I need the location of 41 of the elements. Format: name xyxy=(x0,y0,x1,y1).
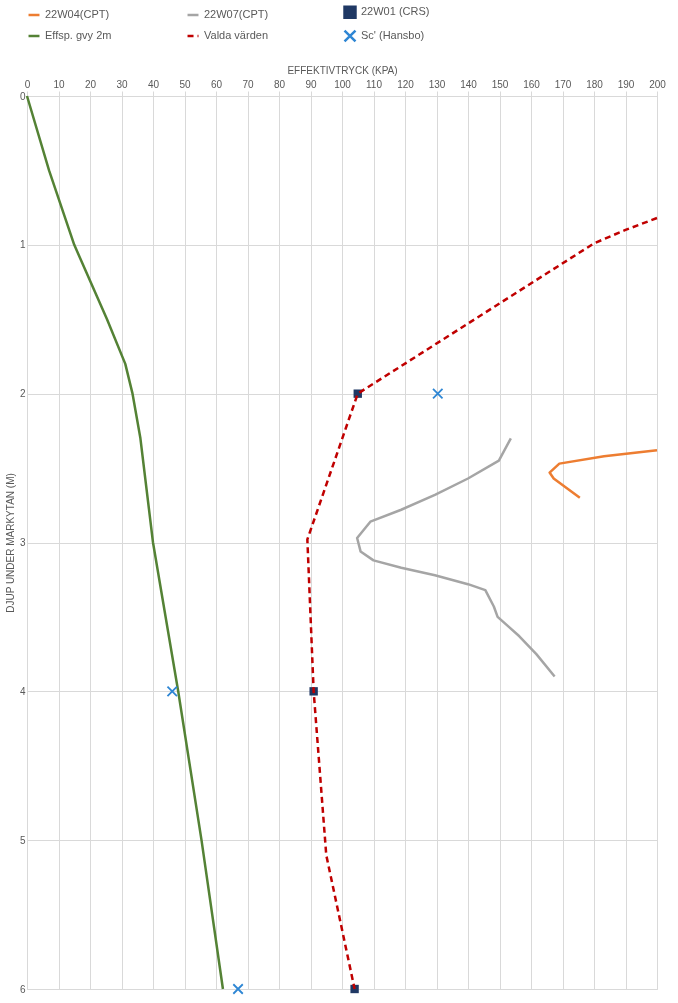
x-tick-label: 170 xyxy=(554,78,572,90)
y-axis-title: DJUP UNDER MARKYTAN (M) xyxy=(4,473,16,613)
x-tick-label: 90 xyxy=(305,78,317,90)
x-tick-label: 30 xyxy=(116,78,128,90)
line-series xyxy=(25,94,225,991)
legend-label: 22W04(CPT) xyxy=(45,8,110,20)
y-tick-label: 0 xyxy=(19,90,26,102)
y-tick-label: 4 xyxy=(19,685,26,697)
x-tick-label: 80 xyxy=(273,78,286,90)
point xyxy=(232,983,244,995)
x-tick-label: 10 xyxy=(53,78,65,90)
y-tick-label: 3 xyxy=(19,537,26,548)
x-tick-label: 140 xyxy=(460,78,478,90)
legend-label: Sc' (Hansbo) xyxy=(361,29,425,41)
x-tick-label: 60 xyxy=(210,78,223,90)
x-tick-label: 180 xyxy=(586,78,604,90)
x-tick-label: 190 xyxy=(617,78,635,90)
x-axis-title: EFFEKTIVTRYCK (KPA) xyxy=(287,64,398,76)
x-tick-label: 150 xyxy=(491,78,509,90)
legend-label: Valda värden xyxy=(204,29,269,41)
x-tick-label: 70 xyxy=(242,78,254,90)
x-tick-label: 40 xyxy=(147,78,160,90)
x-tick-label: 120 xyxy=(397,78,415,90)
legend-label: Effsp. gvy 2m xyxy=(45,29,112,41)
x-tick-label: 110 xyxy=(366,78,383,90)
y-tick-label: 2 xyxy=(19,388,26,400)
y-tick-label: 5 xyxy=(19,834,26,846)
legend-label: 22W07(CPT) xyxy=(204,8,269,20)
line-series xyxy=(548,448,659,500)
x-tick-label: 160 xyxy=(523,78,541,90)
x-tick-label: 50 xyxy=(179,78,191,90)
y-tick-label: 6 xyxy=(19,983,26,995)
y-tick-label: 1 xyxy=(19,239,26,251)
x-tick-label: 100 xyxy=(334,78,352,90)
point xyxy=(166,685,178,697)
x-tick-label: 130 xyxy=(428,78,446,90)
x-tick-label: 20 xyxy=(84,78,97,90)
legend-label: 22W01 (CRS) xyxy=(361,5,430,18)
point xyxy=(432,388,444,400)
line-series xyxy=(355,437,556,678)
x-tick-label: 200 xyxy=(649,78,667,90)
